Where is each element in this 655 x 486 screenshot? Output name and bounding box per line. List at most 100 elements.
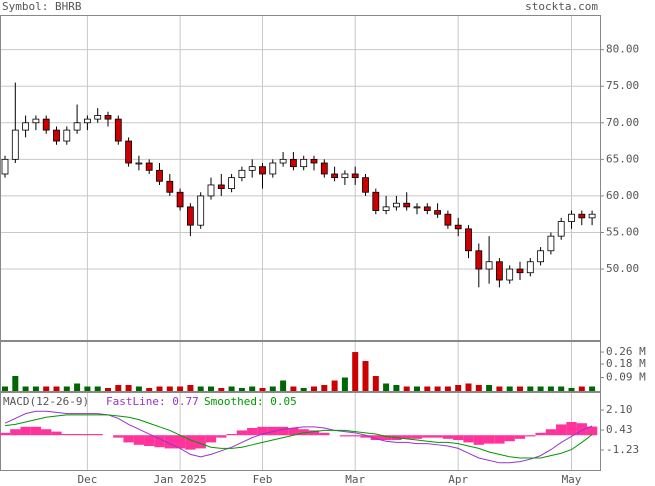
volume-bar	[331, 380, 338, 391]
candle-body	[495, 261, 503, 281]
histogram-bar	[216, 435, 227, 438]
volume-bar	[568, 388, 575, 391]
histogram-bar	[586, 426, 598, 436]
volume-bar	[311, 386, 317, 391]
volume-bar	[537, 386, 544, 391]
histogram-bar	[339, 435, 351, 437]
volume-bar	[197, 386, 204, 391]
histogram-bar	[463, 435, 474, 443]
volume-bar	[238, 388, 245, 391]
histogram-bar	[525, 435, 536, 437]
x-tick-label: Mar	[345, 473, 365, 486]
histogram-bar	[350, 435, 361, 437]
volume-bar	[321, 385, 328, 391]
volume-bar	[135, 386, 142, 391]
volume-bar	[393, 385, 400, 391]
histogram-bar	[226, 434, 237, 436]
volume-bar	[496, 386, 503, 391]
y-tick-label: 60.00	[606, 189, 639, 202]
volume-bar	[589, 386, 596, 391]
legend-value: 0.05	[270, 395, 297, 408]
histogram-bar	[185, 435, 196, 450]
y-tick-label: 70.00	[606, 116, 639, 129]
candle-body	[423, 206, 431, 211]
candle-body	[310, 158, 318, 164]
candle-body	[413, 206, 421, 209]
candle-body	[11, 129, 19, 160]
candle-body	[104, 115, 112, 120]
histogram-bar	[494, 435, 505, 444]
candle-body	[341, 173, 349, 179]
histogram-bar	[288, 428, 299, 436]
histogram-bar	[360, 435, 371, 438]
y-tick-label: -1.23	[606, 443, 639, 456]
volume-bar	[558, 386, 565, 391]
candle-body	[259, 166, 266, 175]
histogram-bar	[422, 435, 433, 438]
volume-bar	[53, 386, 60, 391]
volume-bar	[105, 388, 111, 391]
candle-body	[176, 191, 184, 208]
histogram-bar	[298, 429, 309, 436]
volume-bar	[74, 383, 81, 391]
candle-body	[372, 191, 380, 211]
candle-body	[73, 122, 81, 131]
candle-body	[526, 261, 534, 274]
histogram-bar	[92, 434, 103, 436]
histogram-bar	[82, 434, 93, 436]
histogram-bar	[535, 432, 546, 436]
histogram-bar	[174, 435, 186, 449]
candle-body	[156, 169, 163, 182]
y-tick-label: 0.09 M	[606, 371, 646, 384]
y-tick-label: 50.00	[606, 262, 639, 275]
source: stockta.com	[525, 0, 598, 13]
histogram-bar	[20, 426, 31, 436]
y-tick-label: 80.00	[606, 43, 639, 56]
histogram-bar	[566, 422, 577, 436]
volume-bar	[372, 376, 379, 391]
candle-body	[392, 202, 400, 208]
candle-body	[506, 268, 514, 281]
price-panel	[0, 15, 601, 341]
volume-bar	[300, 388, 307, 391]
candle-body	[362, 177, 369, 193]
candle-body	[32, 118, 40, 124]
candle-body	[454, 224, 462, 230]
histogram-bar	[432, 435, 443, 438]
histogram-bar	[51, 431, 62, 436]
volume-bar	[218, 388, 225, 391]
macd-label: MACD(12-26-9)	[3, 395, 89, 408]
histogram-bar	[545, 429, 557, 436]
candle-body	[568, 213, 575, 222]
macd-line	[4, 414, 593, 459]
volume-bar	[362, 361, 369, 391]
volume-bar	[527, 386, 534, 391]
histogram-bar	[41, 429, 52, 436]
histogram-bar	[71, 434, 83, 436]
y-tick-label: 0.43	[606, 423, 633, 436]
histogram-bar	[576, 423, 587, 436]
candle-body	[1, 158, 9, 175]
legend-name: FastLine:	[106, 395, 166, 408]
volume-bar	[177, 386, 184, 391]
candle-body	[547, 235, 555, 252]
legend-smoothed: Smoothed: 0.05	[204, 395, 297, 408]
histogram-bar	[473, 435, 484, 445]
histogram-bar	[247, 428, 258, 436]
volume-bar	[465, 383, 472, 391]
candle-body	[537, 250, 544, 263]
candle-body	[135, 162, 143, 165]
candle-body	[289, 158, 297, 168]
histogram-bar	[267, 426, 278, 436]
y-tick-label: 65.00	[606, 152, 639, 165]
candle-body	[114, 118, 122, 142]
candle-body	[125, 140, 132, 164]
macd-line	[4, 410, 593, 464]
volume-bar	[156, 386, 163, 391]
y-tick-label: 0.26 M	[606, 345, 646, 358]
volume-bar	[517, 386, 523, 391]
candle-body	[217, 184, 225, 190]
volume-bar	[455, 385, 462, 391]
histogram-bar	[483, 435, 495, 444]
volume-bar	[290, 386, 297, 391]
